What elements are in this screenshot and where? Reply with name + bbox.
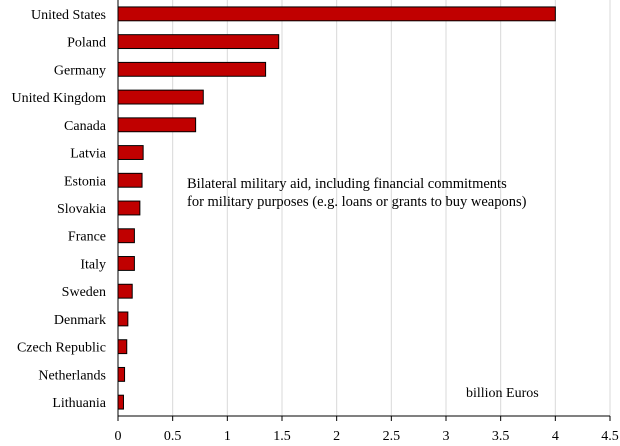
x-tick-label-5: 2.5 (383, 429, 401, 444)
x-tick-label-1: 0.5 (164, 429, 182, 444)
bar-canada (117, 117, 197, 133)
bar-netherlands (117, 366, 126, 382)
x-tick-label-3: 1.5 (273, 429, 291, 444)
bar-france (117, 228, 135, 244)
bar-sweden (117, 283, 133, 299)
category-label-sweden: Sweden (62, 285, 106, 300)
category-label-canada: Canada (64, 119, 107, 134)
unit-label: billion Euros (466, 386, 539, 401)
bar-denmark (117, 311, 129, 327)
category-label-united-states: United States (31, 8, 106, 23)
bar-lithuania (117, 394, 124, 410)
category-label-lithuania: Lithuania (52, 396, 106, 411)
x-tick-label-4: 2 (333, 429, 340, 444)
bar-poland (117, 34, 280, 50)
annotation-line-2: for military purposes (e.g. loans or gra… (187, 194, 527, 210)
bar-czech-republic (117, 339, 128, 355)
category-label-denmark: Denmark (54, 313, 106, 328)
x-tick-label-9: 4.5 (601, 429, 619, 444)
category-label-slovakia: Slovakia (57, 202, 107, 217)
bar-united-kingdom (117, 89, 204, 105)
category-label-latvia: Latvia (70, 147, 107, 162)
category-labels: United States Poland Germany United Kingdom… (12, 8, 107, 411)
x-tick-label-0: 0 (115, 429, 122, 444)
bar-latvia (117, 145, 144, 160)
x-tick-label-8: 4 (552, 429, 559, 444)
category-label-poland: Poland (67, 36, 106, 51)
bar-slovakia (117, 200, 141, 216)
category-label-germany: Germany (54, 63, 106, 78)
category-label-united-kingdom: United Kingdom (12, 91, 107, 106)
category-label-italy: Italy (80, 257, 106, 272)
x-tick-label-7: 3.5 (492, 429, 510, 444)
bar-germany (117, 61, 267, 77)
bar-estonia (117, 172, 143, 188)
x-tick-label-6: 3 (443, 429, 450, 444)
category-label-estonia: Estonia (64, 174, 107, 189)
bar-italy (117, 256, 135, 271)
x-tick-label-2: 1 (224, 429, 231, 444)
category-label-netherlands: Netherlands (38, 368, 106, 383)
category-label-czech-republic: Czech Republic (17, 341, 106, 356)
annotation-line-1: Bilateral military aid, including financ… (187, 176, 507, 192)
x-ticks: 0 0.5 1 1.5 2 2.5 3 3.5 4 4.5 (115, 416, 619, 444)
category-label-france: France (68, 230, 106, 245)
bar-united-states (117, 6, 556, 22)
